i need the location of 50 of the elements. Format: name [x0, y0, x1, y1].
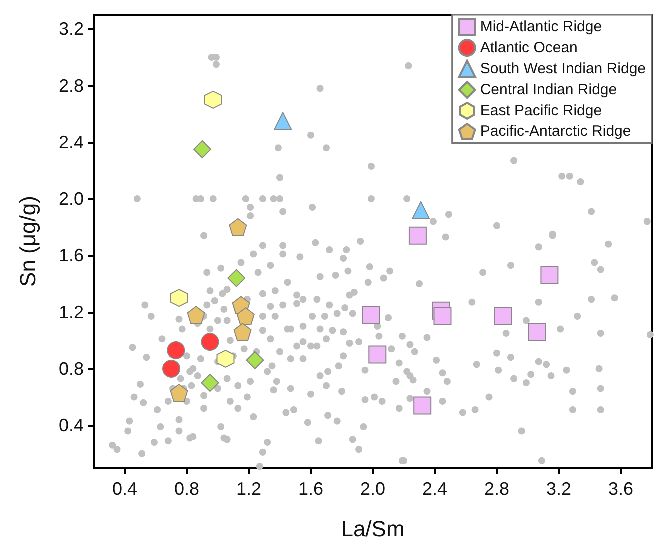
x-tick-label: 1.6: [298, 479, 324, 499]
point: [246, 351, 264, 370]
x-tick-label: 0.8: [174, 479, 200, 499]
point: [170, 384, 188, 402]
point: [362, 306, 380, 324]
legend-label: Central Indian Ridge: [480, 82, 618, 98]
x-tick-label: 2.8: [484, 479, 510, 499]
x-tick-label: 3.2: [546, 479, 572, 499]
point: [494, 308, 512, 326]
x-tick-label: 0.4: [112, 479, 138, 499]
point: [412, 201, 430, 220]
point: [434, 308, 452, 326]
y-tick-label: 1.2: [58, 302, 84, 322]
legend-label: East Pacific Ridge: [480, 102, 602, 120]
y-tick-label: 0.4: [58, 416, 84, 436]
point: [414, 396, 432, 415]
legend-label: South West Indian Ridge: [480, 60, 646, 78]
y-tick-label: 2.0: [58, 189, 84, 210]
point: [162, 360, 180, 378]
y-tick-label: 3.2: [58, 19, 84, 40]
point: [167, 342, 186, 360]
point: [234, 323, 252, 342]
legend-label: Pacific-Antarctic Ridge: [480, 123, 632, 140]
y-tick-label: 0.8: [58, 358, 84, 379]
x-tick-label: 3.6: [608, 479, 634, 499]
point: [194, 140, 212, 158]
y-tick-label: 2.8: [58, 76, 84, 96]
x-axis-title: La/Sm: [341, 516, 405, 542]
y-tick-label: 1.6: [58, 246, 84, 266]
point: [274, 112, 292, 130]
legend-label: Mid-Atlantic Ridge: [480, 18, 602, 36]
point: [170, 289, 188, 308]
point: [229, 218, 248, 236]
x-tick-label: 2.0: [360, 479, 386, 499]
legend-label: Atlantic Ocean: [480, 40, 578, 56]
x-tick-label: 2.4: [422, 479, 448, 499]
y-tick-label: 2.4: [58, 132, 84, 152]
point: [187, 306, 206, 324]
point: [228, 269, 246, 288]
y-axis-title: Sn (μg/g): [16, 196, 40, 287]
point: [236, 308, 255, 326]
point: [201, 333, 220, 352]
point: [528, 323, 546, 342]
point: [408, 226, 427, 245]
point: [204, 90, 222, 109]
point: [540, 266, 559, 284]
point: [216, 350, 235, 368]
x-tick-label: 1.2: [236, 479, 262, 499]
point: [368, 346, 387, 364]
point: [201, 374, 220, 392]
